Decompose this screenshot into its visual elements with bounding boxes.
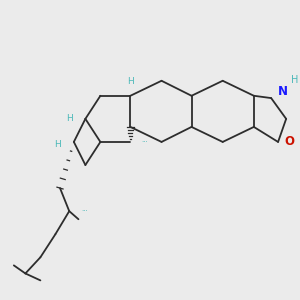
Text: ···: ··· bbox=[141, 139, 148, 145]
Text: O: O bbox=[285, 135, 295, 148]
Text: H: H bbox=[66, 114, 73, 123]
Text: N: N bbox=[278, 85, 288, 98]
Text: H: H bbox=[127, 77, 134, 86]
Text: H: H bbox=[290, 75, 298, 85]
Text: ···: ··· bbox=[81, 208, 88, 214]
Text: H: H bbox=[54, 140, 61, 149]
